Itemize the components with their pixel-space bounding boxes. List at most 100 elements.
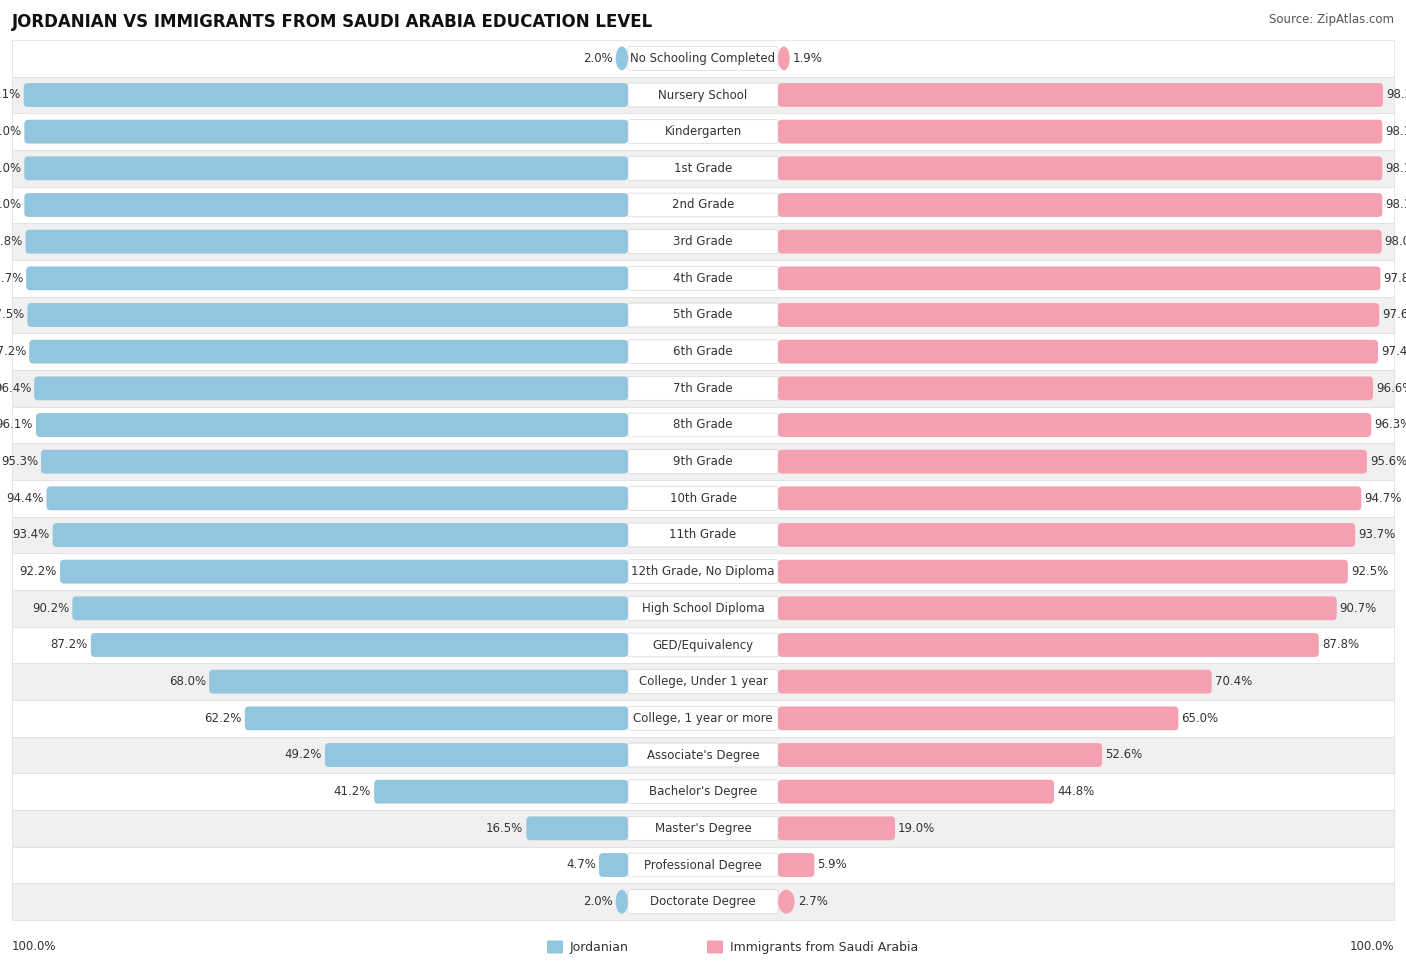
FancyBboxPatch shape <box>526 816 628 840</box>
FancyBboxPatch shape <box>209 670 628 693</box>
Text: 1st Grade: 1st Grade <box>673 162 733 175</box>
Text: 5.9%: 5.9% <box>817 859 846 872</box>
FancyBboxPatch shape <box>374 780 628 803</box>
Text: 8th Grade: 8th Grade <box>673 418 733 432</box>
Text: College, 1 year or more: College, 1 year or more <box>633 712 773 724</box>
FancyBboxPatch shape <box>778 413 1371 437</box>
FancyBboxPatch shape <box>628 816 778 840</box>
FancyBboxPatch shape <box>628 633 778 657</box>
Text: 49.2%: 49.2% <box>284 749 322 761</box>
Text: 96.1%: 96.1% <box>0 418 32 432</box>
Bar <box>13 150 1393 186</box>
FancyBboxPatch shape <box>628 83 778 107</box>
Text: 97.8%: 97.8% <box>1384 272 1406 285</box>
FancyBboxPatch shape <box>628 780 778 803</box>
Text: 52.6%: 52.6% <box>1105 749 1142 761</box>
Bar <box>13 846 1393 883</box>
FancyBboxPatch shape <box>778 339 1378 364</box>
Bar <box>13 113 1393 150</box>
Text: Professional Degree: Professional Degree <box>644 859 762 872</box>
FancyBboxPatch shape <box>628 120 778 143</box>
FancyBboxPatch shape <box>24 156 628 180</box>
Text: 98.0%: 98.0% <box>1385 235 1406 249</box>
FancyBboxPatch shape <box>628 670 778 693</box>
Text: 4.7%: 4.7% <box>567 859 596 872</box>
Text: 3rd Grade: 3rd Grade <box>673 235 733 249</box>
Text: 92.2%: 92.2% <box>20 566 58 578</box>
Bar <box>13 296 1393 333</box>
FancyBboxPatch shape <box>778 816 896 840</box>
Text: 11th Grade: 11th Grade <box>669 528 737 541</box>
FancyBboxPatch shape <box>60 560 628 584</box>
Bar <box>13 480 1393 517</box>
Bar <box>13 627 1393 663</box>
FancyBboxPatch shape <box>778 156 1382 180</box>
FancyBboxPatch shape <box>628 413 778 437</box>
Bar <box>13 444 1393 480</box>
FancyBboxPatch shape <box>628 670 778 693</box>
FancyBboxPatch shape <box>72 597 628 620</box>
FancyBboxPatch shape <box>325 743 628 767</box>
Text: 5th Grade: 5th Grade <box>673 308 733 322</box>
Text: 98.0%: 98.0% <box>0 162 21 175</box>
Text: 62.2%: 62.2% <box>204 712 242 724</box>
FancyBboxPatch shape <box>628 487 778 510</box>
FancyBboxPatch shape <box>628 853 778 877</box>
FancyBboxPatch shape <box>628 83 778 107</box>
FancyBboxPatch shape <box>628 707 778 730</box>
FancyBboxPatch shape <box>628 707 778 730</box>
FancyBboxPatch shape <box>778 449 1367 474</box>
Text: 93.7%: 93.7% <box>1358 528 1395 541</box>
FancyBboxPatch shape <box>778 633 1319 657</box>
Text: 10th Grade: 10th Grade <box>669 491 737 505</box>
FancyBboxPatch shape <box>778 303 1379 327</box>
Text: 44.8%: 44.8% <box>1057 785 1094 799</box>
FancyBboxPatch shape <box>628 413 778 437</box>
FancyBboxPatch shape <box>628 487 778 510</box>
Text: 96.6%: 96.6% <box>1376 382 1406 395</box>
Text: Source: ZipAtlas.com: Source: ZipAtlas.com <box>1270 13 1393 26</box>
FancyBboxPatch shape <box>707 941 723 954</box>
FancyBboxPatch shape <box>628 743 778 767</box>
Text: 90.7%: 90.7% <box>1340 602 1376 615</box>
FancyBboxPatch shape <box>628 266 778 291</box>
Text: High School Diploma: High School Diploma <box>641 602 765 615</box>
Bar <box>13 883 1393 920</box>
Text: 1.9%: 1.9% <box>793 52 823 64</box>
Text: Nursery School: Nursery School <box>658 89 748 101</box>
FancyBboxPatch shape <box>628 560 778 584</box>
Text: Jordanian: Jordanian <box>569 941 628 954</box>
Text: 41.2%: 41.2% <box>333 785 371 799</box>
FancyBboxPatch shape <box>778 853 814 877</box>
FancyBboxPatch shape <box>37 413 628 437</box>
Text: Bachelor's Degree: Bachelor's Degree <box>650 785 756 799</box>
Text: Master's Degree: Master's Degree <box>655 822 751 835</box>
FancyBboxPatch shape <box>778 597 1337 620</box>
FancyBboxPatch shape <box>628 47 778 70</box>
FancyBboxPatch shape <box>628 743 778 767</box>
Text: No Schooling Completed: No Schooling Completed <box>630 52 776 64</box>
FancyBboxPatch shape <box>778 376 1374 401</box>
FancyBboxPatch shape <box>628 193 778 216</box>
Bar <box>13 810 1393 846</box>
Text: Immigrants from Saudi Arabia: Immigrants from Saudi Arabia <box>730 941 918 954</box>
FancyBboxPatch shape <box>628 523 778 547</box>
FancyBboxPatch shape <box>628 780 778 803</box>
Bar <box>13 517 1393 554</box>
Text: Kindergarten: Kindergarten <box>665 125 741 138</box>
Bar <box>13 700 1393 737</box>
FancyBboxPatch shape <box>778 707 1178 730</box>
Bar <box>13 590 1393 627</box>
Text: College, Under 1 year: College, Under 1 year <box>638 675 768 688</box>
Text: 95.6%: 95.6% <box>1369 455 1406 468</box>
FancyBboxPatch shape <box>24 193 628 216</box>
FancyBboxPatch shape <box>778 670 1212 693</box>
FancyBboxPatch shape <box>628 633 778 657</box>
FancyBboxPatch shape <box>41 449 628 474</box>
FancyBboxPatch shape <box>245 707 628 730</box>
Text: 98.1%: 98.1% <box>0 89 21 101</box>
FancyBboxPatch shape <box>628 376 778 401</box>
FancyBboxPatch shape <box>27 266 628 291</box>
FancyBboxPatch shape <box>628 523 778 547</box>
Text: 7th Grade: 7th Grade <box>673 382 733 395</box>
